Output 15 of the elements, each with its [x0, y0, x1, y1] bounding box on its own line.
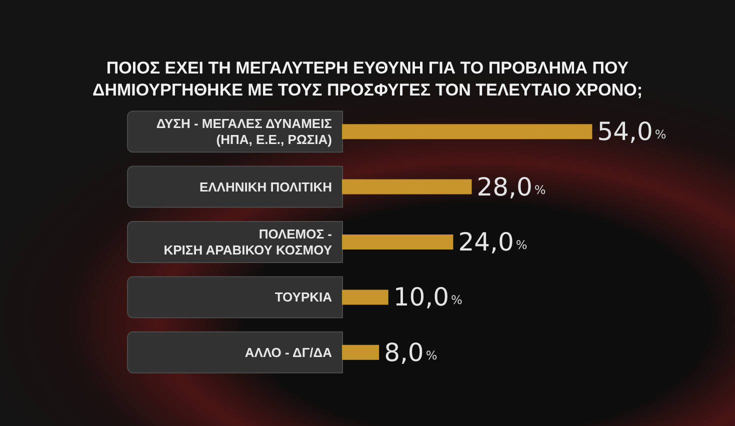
data-label: 54,0% — [597, 117, 666, 146]
data-label: 28,0% — [476, 172, 546, 202]
bar — [342, 290, 388, 305]
y-tick-label: ΠΟΛΕΜΟΣ - ΚΡΙΣΗ ΑΡΑΒΙΚΟΥ ΚΟΣΜΟΥ — [164, 226, 332, 258]
y-tick-label: ΤΟΥΡΚΙΑ — [274, 290, 333, 305]
data-label: 24,0% — [458, 228, 528, 256]
bar — [342, 344, 380, 360]
y-tick-label: ΔΥΣΗ - ΜΕΓΑΛΕΣ ΔΥΝΑΜΕΙΣ (ΗΠΑ, Ε.Ε., ΡΩΣΙΑ) — [156, 116, 332, 148]
bar — [342, 179, 472, 194]
chart-title: ΠΟΙΟΣ ΕΧΕΙ ΤΗ ΜΕΓΑΛΥΤΕΡΗ ΕΥΘΥΝΗ ΓΙΑ ΤΟ ΠΡΟΒΛΗΜΑ ΠΟΥ ΔΗΜΙΟΥΡΓΗΘΗΚΕ ΜΕ ΤΟΥΣ ΠΡΟΣΦΥΓΕΣ ΤΟΝ ΤΕΛΕΥΤΑΙΟ ΧΡΟΝΟ; — [92, 58, 642, 100]
data-label: 8,0% — [384, 338, 438, 367]
data-label: 10,0% — [393, 282, 462, 312]
y-tick-label: ΕΛΛΗΝΙΚΗ ΠΟΛΙΤΙΚΗ — [199, 179, 332, 194]
y-tick-label: ΑΛΛΟ - ΔΓ/ΔΑ — [244, 344, 333, 360]
bar — [342, 234, 454, 250]
